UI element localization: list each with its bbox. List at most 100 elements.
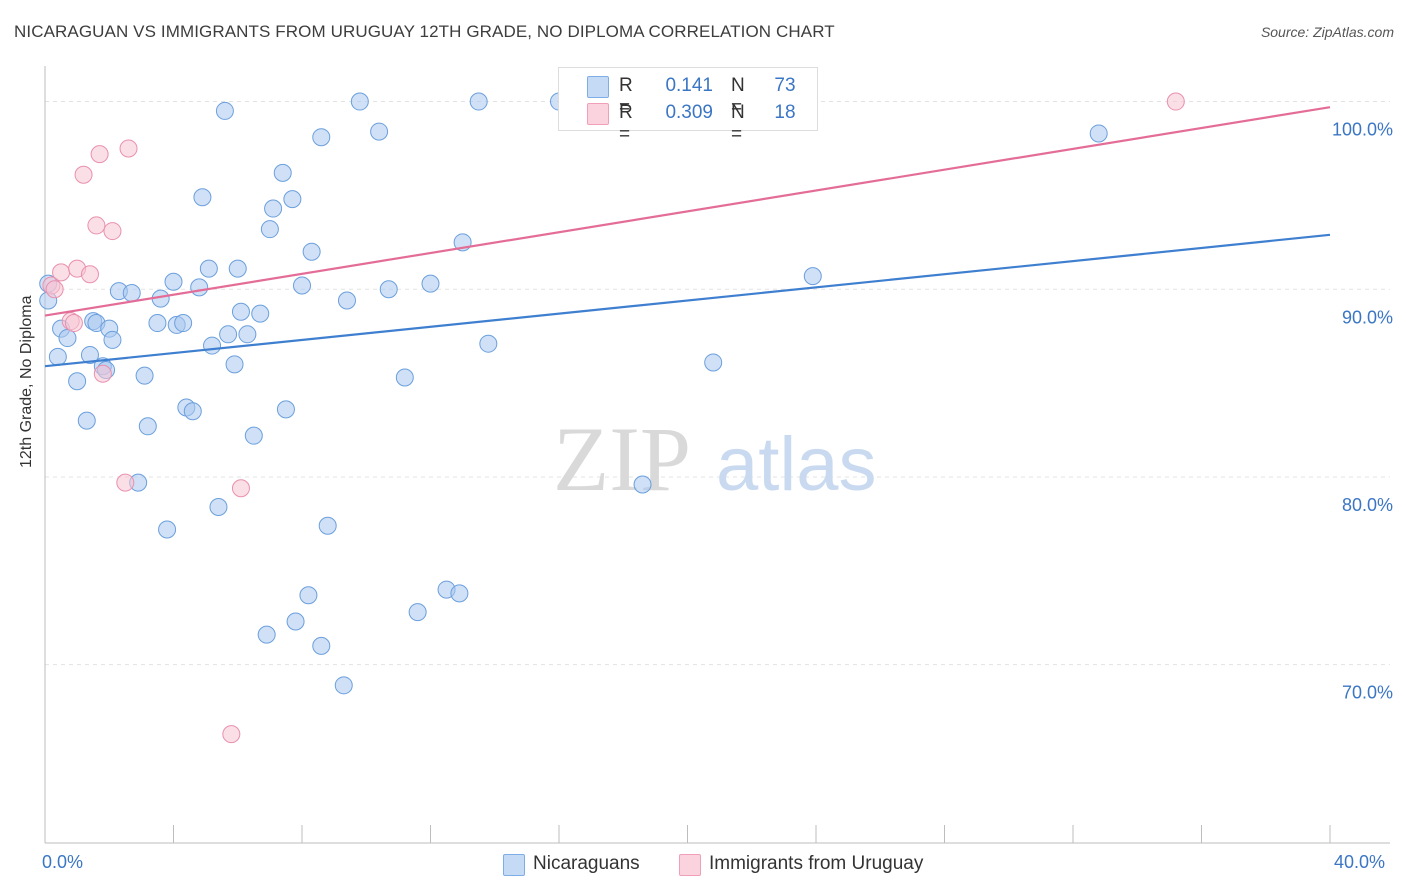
n-value: 73: [774, 75, 796, 96]
data-point: [395, 368, 414, 387]
data-point: [116, 473, 135, 492]
data-point: [238, 325, 257, 344]
trend-line-nicaraguans: [44, 233, 1331, 368]
data-point: [1166, 92, 1185, 111]
data-point: [158, 520, 177, 539]
x-tick-min: 0.0%: [42, 852, 84, 872]
data-point: [135, 366, 154, 385]
data-point: [215, 101, 234, 120]
data-point: [64, 314, 83, 333]
data-point: [299, 586, 318, 605]
trend-lines: [44, 106, 1331, 368]
data-point: [244, 426, 263, 445]
legend-swatch-pink: [679, 854, 701, 876]
data-point: [77, 411, 96, 430]
y-tick-label: 80.0%: [1342, 495, 1393, 515]
data-point: [74, 165, 93, 184]
legend-label: Nicaraguans: [533, 853, 640, 874]
data-point: [219, 325, 238, 344]
data-point: [469, 92, 488, 111]
data-point: [209, 497, 228, 516]
data-point: [103, 330, 122, 349]
data-point: [225, 355, 244, 374]
legend-swatch-blue: [503, 854, 525, 876]
data-point: [260, 220, 279, 239]
data-point: [408, 603, 427, 622]
stats-swatch-pink: [587, 103, 609, 125]
data-point: [1089, 124, 1108, 143]
data-point: [283, 190, 302, 209]
data-point: [68, 372, 87, 391]
data-point: [273, 163, 292, 182]
data-point: [337, 291, 356, 310]
data-point: [58, 329, 77, 348]
series-nicaraguans: [39, 92, 1108, 695]
data-point: [257, 625, 276, 644]
data-point: [80, 265, 99, 284]
data-point: [122, 284, 141, 303]
data-point: [138, 417, 157, 436]
data-point: [193, 188, 212, 207]
data-point: [222, 725, 241, 744]
data-point: [103, 222, 122, 241]
n-value: 18: [774, 102, 796, 123]
data-point: [334, 676, 353, 695]
data-point: [148, 314, 167, 333]
grid-lines: [45, 101, 1390, 666]
data-point: [93, 364, 112, 383]
data-point: [450, 584, 469, 603]
r-value: 0.309: [665, 102, 713, 123]
data-point: [48, 347, 67, 366]
data-point: [350, 92, 369, 111]
data-point: [80, 345, 99, 364]
y-axis-label: 12th Grade, No Diploma: [18, 295, 35, 468]
axes: [44, 66, 1390, 844]
data-point: [174, 314, 193, 333]
data-point: [379, 280, 398, 299]
data-point: [264, 199, 283, 218]
n-label: N =: [731, 102, 745, 145]
data-point: [231, 302, 250, 321]
legend-label: Immigrants from Uruguay: [709, 853, 924, 874]
x-tick-max: 40.0%: [1334, 852, 1386, 872]
y-tick-label: 100.0%: [1332, 120, 1393, 140]
data-point: [704, 353, 723, 372]
data-point: [203, 336, 222, 355]
data-point: [421, 274, 440, 293]
source-label: Source: ZipAtlas.com: [1260, 24, 1394, 40]
data-point: [52, 263, 71, 282]
y-tick-label: 70.0%: [1342, 683, 1393, 703]
y-tick-labels: 70.0% 80.0% 90.0% 100.0%: [1332, 120, 1393, 703]
data-point: [119, 139, 138, 158]
trend-line-uruguay: [44, 106, 1331, 317]
watermark-zip: ZIP: [553, 408, 691, 510]
data-point: [90, 145, 109, 164]
data-point: [312, 636, 331, 655]
chart-title: NICARAGUAN VS IMMIGRANTS FROM URUGUAY 12…: [14, 22, 835, 41]
r-label: R =: [619, 75, 633, 118]
data-point: [228, 259, 247, 278]
data-point: [312, 128, 331, 147]
data-point: [479, 334, 498, 353]
n-label: N =: [731, 75, 745, 118]
data-point: [293, 276, 311, 295]
data-point: [251, 304, 270, 323]
data-point: [286, 612, 305, 631]
stats-swatch-blue: [587, 76, 609, 98]
r-value: 0.141: [665, 75, 713, 96]
stats-box: R = 0.141 N = 73 R = 0.309 N = 18: [558, 67, 818, 145]
data-point: [633, 475, 652, 494]
y-tick-label: 90.0%: [1342, 307, 1393, 327]
watermark-atlas: atlas: [716, 422, 877, 507]
data-point: [164, 272, 183, 291]
data-point: [318, 516, 337, 535]
data-point: [190, 278, 209, 297]
data-point: [199, 259, 218, 278]
data-point: [183, 402, 202, 421]
data-point: [87, 216, 106, 235]
data-point: [302, 242, 321, 261]
data-point: [370, 122, 389, 141]
r-label: R =: [619, 102, 633, 145]
data-point: [231, 479, 250, 498]
